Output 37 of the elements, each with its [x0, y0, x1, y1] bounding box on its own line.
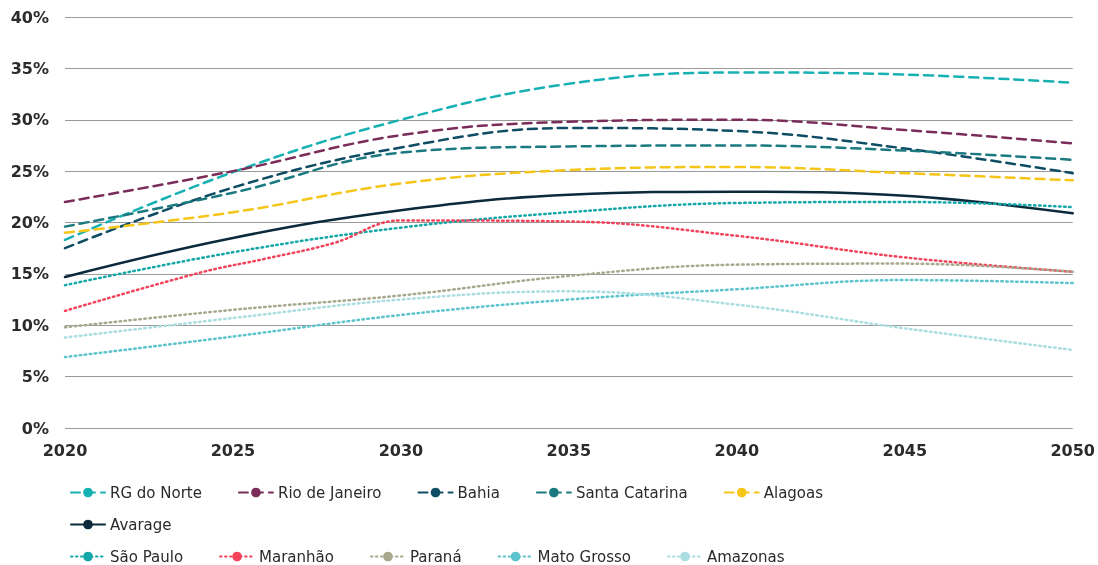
line-series: [63, 278, 1074, 359]
legend-label: São Paulo: [110, 547, 184, 565]
y-tick-label: 5%: [21, 367, 49, 387]
legend-label: Amazonas: [706, 547, 785, 565]
line-series: [63, 200, 1074, 287]
y-tick-label: 0%: [21, 418, 49, 438]
x-tick-label: 2050: [1050, 440, 1095, 460]
line-series: [63, 126, 1074, 250]
legend-label: RG do Norte: [110, 483, 202, 502]
y-tick-label: 10%: [10, 315, 49, 335]
x-tick-label: 2025: [210, 440, 256, 460]
legend-label: Mato Grosso: [537, 547, 631, 565]
y-tick-label: 20%: [10, 213, 49, 232]
y-tick-label: 25%: [10, 161, 49, 181]
legend-label: Alagoas: [763, 483, 824, 502]
line-series: [63, 144, 1074, 228]
legend-label: Maranhão: [259, 547, 334, 565]
y-tick-label: 30%: [10, 110, 49, 130]
legend-label: Paraná: [409, 547, 462, 565]
line-series: [63, 165, 1074, 235]
legend-label: Bahia: [457, 483, 500, 502]
x-tick-label: 2035: [546, 440, 592, 460]
line-series: [63, 219, 1074, 313]
line-series: [63, 290, 1074, 352]
x-tick-label: 2045: [882, 440, 928, 460]
line-series: [63, 190, 1074, 279]
y-tick-label: 15%: [10, 264, 49, 284]
x-tick-label: 2040: [714, 440, 760, 460]
line-series: [63, 118, 1074, 204]
y-tick-label: 35%: [10, 58, 49, 78]
y-tick-label: 40%: [10, 7, 49, 27]
x-tick-label: 2030: [378, 440, 424, 460]
line-series: [63, 262, 1074, 329]
x-tick-label: 2020: [42, 440, 88, 460]
legend-label: Avarage: [110, 515, 172, 534]
legend-label: Santa Catarina: [575, 483, 688, 502]
legend-label: Rio de Janeiro: [277, 483, 382, 502]
